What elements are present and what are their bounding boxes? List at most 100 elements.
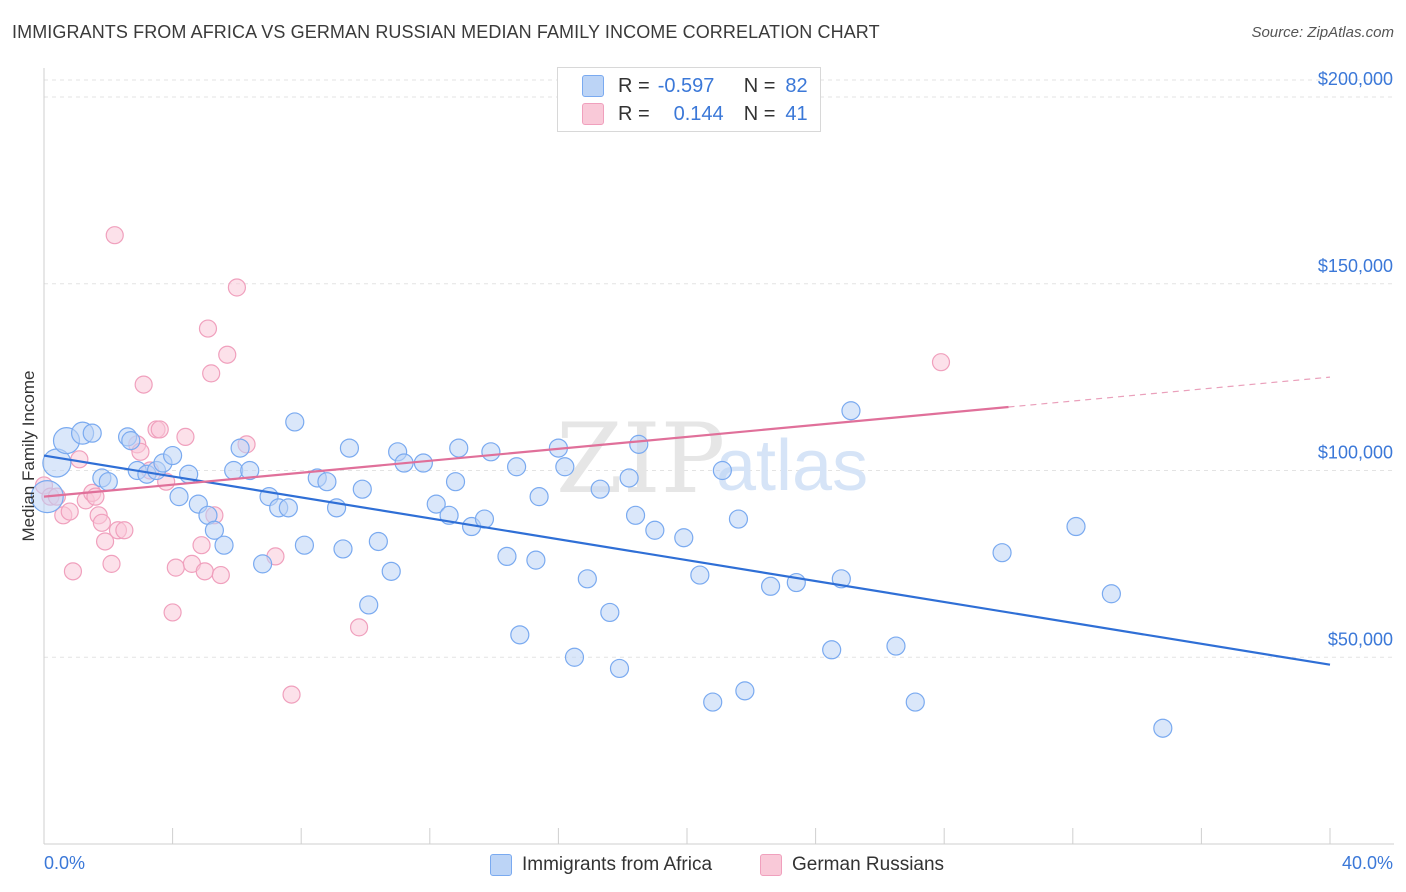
legend-swatch-africa [582,75,604,97]
point-german-russians [163,603,182,622]
point-german-russians [227,278,246,297]
point-immigrants-from-africa [735,681,755,701]
point-immigrants-from-africa [577,569,597,589]
point-immigrants-from-africa [831,569,851,589]
point-german-russians [192,536,211,555]
point-immigrants-from-africa [82,423,102,443]
point-immigrants-from-africa [510,625,530,645]
series-immigrants-from-africa [30,401,1173,738]
legend-row-africa: R = -0.597 N = 82 [582,72,808,100]
trend-line-immigrants-from-africa [43,454,1331,666]
legend-n-label: N = [743,74,776,97]
point-immigrants-from-africa [629,434,649,454]
trend-line-german-russians [43,405,1009,498]
legend: R = -0.597 N = 82 R = 0.144 N = 41 [557,67,821,132]
trend-line-german-russians-extension [1008,376,1331,408]
bottom-legend-swatch-africa [490,854,512,876]
point-immigrants-from-africa [481,442,501,462]
point-immigrants-from-africa [98,472,118,492]
point-immigrants-from-africa [204,520,224,540]
point-immigrants-from-africa [841,401,861,421]
point-immigrants-from-africa [590,479,610,499]
legend-r-value-africa: -0.597 [657,74,715,97]
point-immigrants-from-africa [760,576,781,596]
bottom-legend-german-russians: German Russians [760,852,944,878]
point-immigrants-from-africa [690,565,710,585]
point-immigrants-from-africa [317,472,337,492]
point-immigrants-from-africa [214,535,234,555]
point-german-russians [202,364,221,383]
point-immigrants-from-africa [497,546,517,567]
point-german-russians [63,562,83,581]
point-german-russians [115,521,134,540]
point-immigrants-from-africa [230,438,250,458]
legend-n-label: N = [743,102,776,125]
y-tick-label: $50,000 [1328,629,1393,649]
point-immigrants-from-africa [905,692,925,712]
point-immigrants-from-africa [625,505,646,525]
point-immigrants-from-africa [886,636,906,656]
point-immigrants-from-africa [294,535,315,555]
trend-lines [43,376,1331,666]
point-immigrants-from-africa [169,487,189,507]
point-immigrants-from-africa [526,550,546,570]
point-german-russians [282,685,301,704]
point-immigrants-from-africa [609,658,630,679]
watermark: ZIP atlas [556,403,868,515]
point-immigrants-from-africa [121,431,141,451]
bottom-legend-label-german-russians: German Russians [792,854,945,875]
point-immigrants-from-africa [381,561,401,581]
point-immigrants-from-africa [359,595,379,615]
y-tick-label: $200,000 [1318,69,1393,89]
point-immigrants-from-africa [1066,516,1086,537]
point-immigrants-from-africa [822,640,842,660]
point-german-russians [102,554,121,573]
point-immigrants-from-africa [445,472,466,492]
point-german-russians [211,565,230,585]
legend-row-german-russians: R = 0.144 N = 41 [582,100,808,128]
point-immigrants-from-africa [712,460,732,481]
point-immigrants-from-africa [728,509,749,529]
point-german-russians [60,502,79,521]
point-immigrants-from-africa [674,528,694,548]
point-immigrants-from-africa [703,692,723,712]
point-immigrants-from-africa [278,498,298,518]
point-immigrants-from-africa [253,554,273,574]
legend-r-value-german-russians: 0.144 [673,102,724,125]
legend-n-value-german-russians: 41 [785,102,808,125]
y-tick-label: $150,000 [1318,256,1393,276]
point-german-russians [931,353,951,372]
point-immigrants-from-africa [555,457,575,477]
point-german-russians [176,427,195,446]
point-immigrants-from-africa [1153,718,1173,738]
point-immigrants-from-africa [619,468,639,488]
point-immigrants-from-africa [1101,584,1121,604]
legend-r-label: R = [618,102,650,125]
point-german-russians [349,618,369,637]
point-german-russians [166,558,185,577]
y-axis-label: Median Family Income [19,370,38,541]
point-immigrants-from-africa [368,531,388,552]
point-immigrants-from-africa [529,487,549,507]
point-immigrants-from-africa [507,457,527,477]
tick-labels: $50,000 $100,000 $150,000 $200,000 0.0% 40.0% [44,69,1393,873]
point-german-russians [198,319,218,338]
y-tick-label: $100,000 [1318,443,1393,463]
point-german-russians [92,513,111,532]
legend-n-value-africa: 82 [785,74,808,97]
bottom-legend-swatch-german-russians [760,854,782,876]
point-german-russians [195,562,214,581]
x-tick-label: 0.0% [44,853,85,873]
point-immigrants-from-africa [352,479,372,499]
bottom-legend-africa: Immigrants from Africa [490,852,712,878]
point-immigrants-from-africa [600,602,620,623]
point-german-russians [150,420,169,439]
chart-source: Source: ZipAtlas.com [1251,24,1394,41]
point-german-russians [218,345,237,364]
point-immigrants-from-africa [426,494,446,514]
point-immigrants-from-africa [285,412,305,432]
watermark-zip: ZIP [556,403,725,515]
watermark-atlas: atlas [716,426,868,506]
point-immigrants-from-africa [163,445,183,466]
